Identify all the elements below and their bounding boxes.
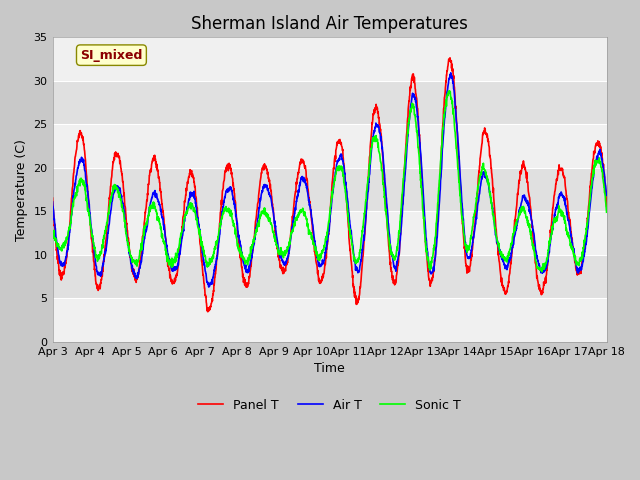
Air T	[205, 284, 212, 290]
Bar	[52, 299, 607, 342]
Bar	[52, 37, 607, 81]
Air T	[203, 279, 211, 285]
Panel T	[204, 309, 212, 315]
Text: SI_mixed: SI_mixed	[80, 48, 143, 61]
Line: Sonic T: Sonic T	[52, 91, 607, 272]
Air T	[491, 225, 499, 231]
Bar	[52, 211, 607, 255]
Panel T	[358, 268, 365, 274]
Panel T	[346, 243, 353, 249]
Panel T	[570, 247, 577, 252]
Panel T	[603, 204, 611, 209]
Panel T	[446, 55, 454, 60]
Sonic T	[554, 211, 562, 216]
Sonic T	[538, 269, 546, 275]
Sonic T	[49, 231, 56, 237]
Line: Air T: Air T	[52, 73, 607, 287]
Line: Panel T: Panel T	[52, 58, 607, 312]
Sonic T	[491, 226, 499, 231]
Y-axis label: Temperature (C): Temperature (C)	[15, 139, 28, 240]
Panel T	[491, 210, 499, 216]
Air T	[570, 247, 577, 253]
Bar	[52, 124, 607, 168]
Legend: Panel T, Air T, Sonic T: Panel T, Air T, Sonic T	[193, 394, 466, 417]
Title: Sherman Island Air Temperatures: Sherman Island Air Temperatures	[191, 15, 468, 33]
Air T	[49, 199, 56, 205]
Sonic T	[446, 88, 454, 94]
Sonic T	[570, 251, 577, 256]
Panel T	[49, 195, 56, 201]
X-axis label: Time: Time	[314, 362, 345, 375]
Air T	[447, 70, 454, 76]
Sonic T	[346, 228, 353, 233]
Sonic T	[203, 260, 211, 266]
Air T	[358, 250, 365, 256]
Air T	[346, 218, 353, 224]
Air T	[603, 192, 611, 198]
Sonic T	[603, 209, 611, 215]
Sonic T	[358, 235, 365, 240]
Panel T	[554, 168, 562, 174]
Air T	[554, 201, 562, 206]
Panel T	[203, 307, 211, 313]
